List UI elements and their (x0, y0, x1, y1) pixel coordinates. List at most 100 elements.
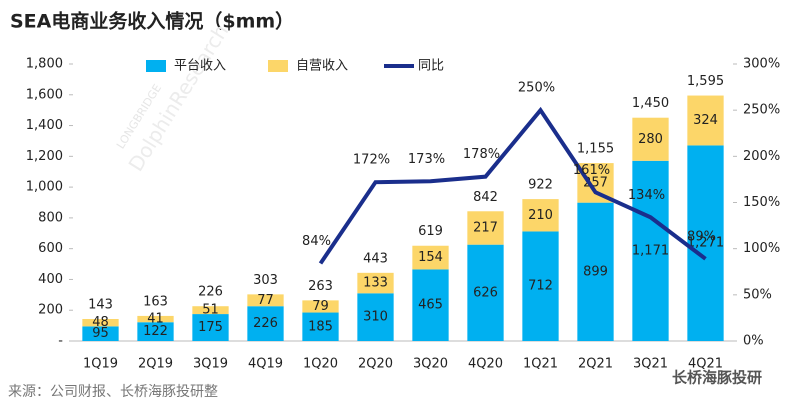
source: 来源：公司财报、长桥海豚投研整 (8, 384, 218, 400)
y2-tick-label: 50% (743, 287, 772, 302)
bar-value-label: 217 (473, 220, 498, 235)
line-value-label: 173% (408, 152, 445, 167)
bar-segment (687, 145, 724, 341)
total-label: 443 (363, 251, 388, 266)
total-label: 303 (253, 273, 278, 288)
x-tick-label: 4Q21 (688, 357, 723, 372)
bar-segment (632, 117, 669, 161)
bar-segment (412, 245, 449, 270)
x-tick-label: 3Q21 (633, 357, 668, 372)
bar-value-label: 185 (308, 319, 333, 334)
x-tick-label: 1Q21 (523, 357, 558, 372)
x-tick-label: 2Q20 (358, 357, 393, 372)
y2-tick-label: 200% (743, 149, 780, 164)
bar-segment (687, 95, 724, 146)
bar-segment (467, 244, 504, 341)
total-label: 143 (88, 297, 113, 312)
bar-segment (522, 199, 559, 232)
legend-label: 自营收入 (296, 59, 348, 74)
bar-value-label: 133 (363, 276, 388, 291)
bar-value-label: 712 (528, 279, 553, 294)
y-tick-label: 800 (38, 210, 63, 225)
y-tick-label: 1,400 (26, 118, 63, 133)
total-label: 1,595 (687, 74, 724, 89)
bar-segment (302, 312, 339, 341)
bar-segment (192, 314, 229, 341)
x-tick-label: 3Q20 (413, 357, 448, 372)
line-value-label: 172% (353, 153, 390, 168)
watermark: DolphinResearch (124, 20, 234, 176)
line-value-label: 84% (302, 234, 331, 249)
y2-tick-label: 250% (743, 103, 780, 118)
total-label: 1,155 (577, 142, 614, 157)
legend-label: 同比 (418, 59, 444, 74)
bar-segment (577, 202, 614, 341)
line-value-label: 178% (463, 147, 500, 162)
legend-label: 平台收入 (174, 59, 226, 74)
legend-swatch (146, 60, 166, 72)
bar-value-label: 324 (693, 113, 718, 128)
total-label: 842 (473, 190, 498, 205)
bar-value-label: 95 (92, 326, 109, 341)
bar-value-label: 226 (253, 316, 278, 331)
y2-tick-label: 100% (743, 241, 780, 256)
bar-value-label: 310 (363, 310, 388, 325)
chart-title: SEA电商业务收入情况（$mm） (10, 10, 294, 33)
y-tick-label: 1,600 (26, 87, 63, 102)
bar-segment (137, 315, 174, 323)
x-tick-label: 2Q19 (138, 357, 173, 372)
bar-segment (632, 160, 669, 341)
bar-value-label: 51 (202, 303, 219, 318)
total-label: 922 (528, 178, 553, 193)
bar-value-label: 626 (473, 285, 498, 300)
y-tick-label: 600 (38, 241, 63, 256)
bar-value-label: 280 (638, 132, 663, 147)
x-tick-label: 4Q19 (248, 357, 283, 372)
y-tick-label: 1,000 (26, 180, 63, 195)
bar-value-label: 122 (143, 324, 168, 339)
bar-value-label: 41 (147, 312, 164, 327)
total-label: 619 (418, 224, 443, 239)
x-tick-label: 2Q21 (578, 357, 613, 372)
y-tick-label: 400 (38, 272, 63, 287)
x-tick-label: 3Q19 (193, 357, 228, 372)
y2-tick-label: 300% (743, 57, 780, 72)
y-tick-label: 1,200 (26, 149, 63, 164)
bar-segment (302, 300, 339, 313)
y2-tick-label: 0% (743, 334, 764, 349)
total-label: 226 (198, 285, 223, 300)
y-tick-label: 200 (38, 303, 63, 318)
bar-value-label: 1,171 (632, 243, 669, 258)
bar-value-label: 48 (92, 315, 109, 330)
line-value-label: 89% (687, 229, 716, 244)
total-label: 1,450 (632, 96, 669, 111)
line-value-label: 250% (518, 81, 555, 96)
x-tick-label: 1Q19 (83, 357, 118, 372)
bar-segment (82, 318, 119, 327)
bar-value-label: 465 (418, 298, 443, 313)
bar-value-label: 79 (312, 299, 329, 314)
x-tick-label: 4Q20 (468, 357, 503, 372)
bar-segment (467, 211, 504, 245)
total-label: 163 (143, 294, 168, 309)
bar-segment (247, 294, 284, 307)
bar-segment (357, 272, 394, 294)
bar-value-label: 899 (583, 264, 608, 279)
total-label: 263 (308, 279, 333, 294)
line-value-label: 161% (573, 163, 610, 178)
bar-segment (412, 269, 449, 341)
bar-segment (247, 306, 284, 341)
y-tick-label: 1,800 (26, 57, 63, 72)
line (318, 106, 707, 265)
brand: 长桥海豚投研 (672, 369, 762, 387)
line-value-label: 134% (628, 188, 665, 203)
bar-segment (357, 293, 394, 341)
y2-tick-label: 150% (743, 195, 780, 210)
bar-segment (192, 306, 229, 315)
bar-segment (137, 322, 174, 341)
bar-value-label: 210 (528, 208, 553, 223)
bar-segment (82, 326, 119, 341)
y-tick-label: - (58, 334, 63, 349)
